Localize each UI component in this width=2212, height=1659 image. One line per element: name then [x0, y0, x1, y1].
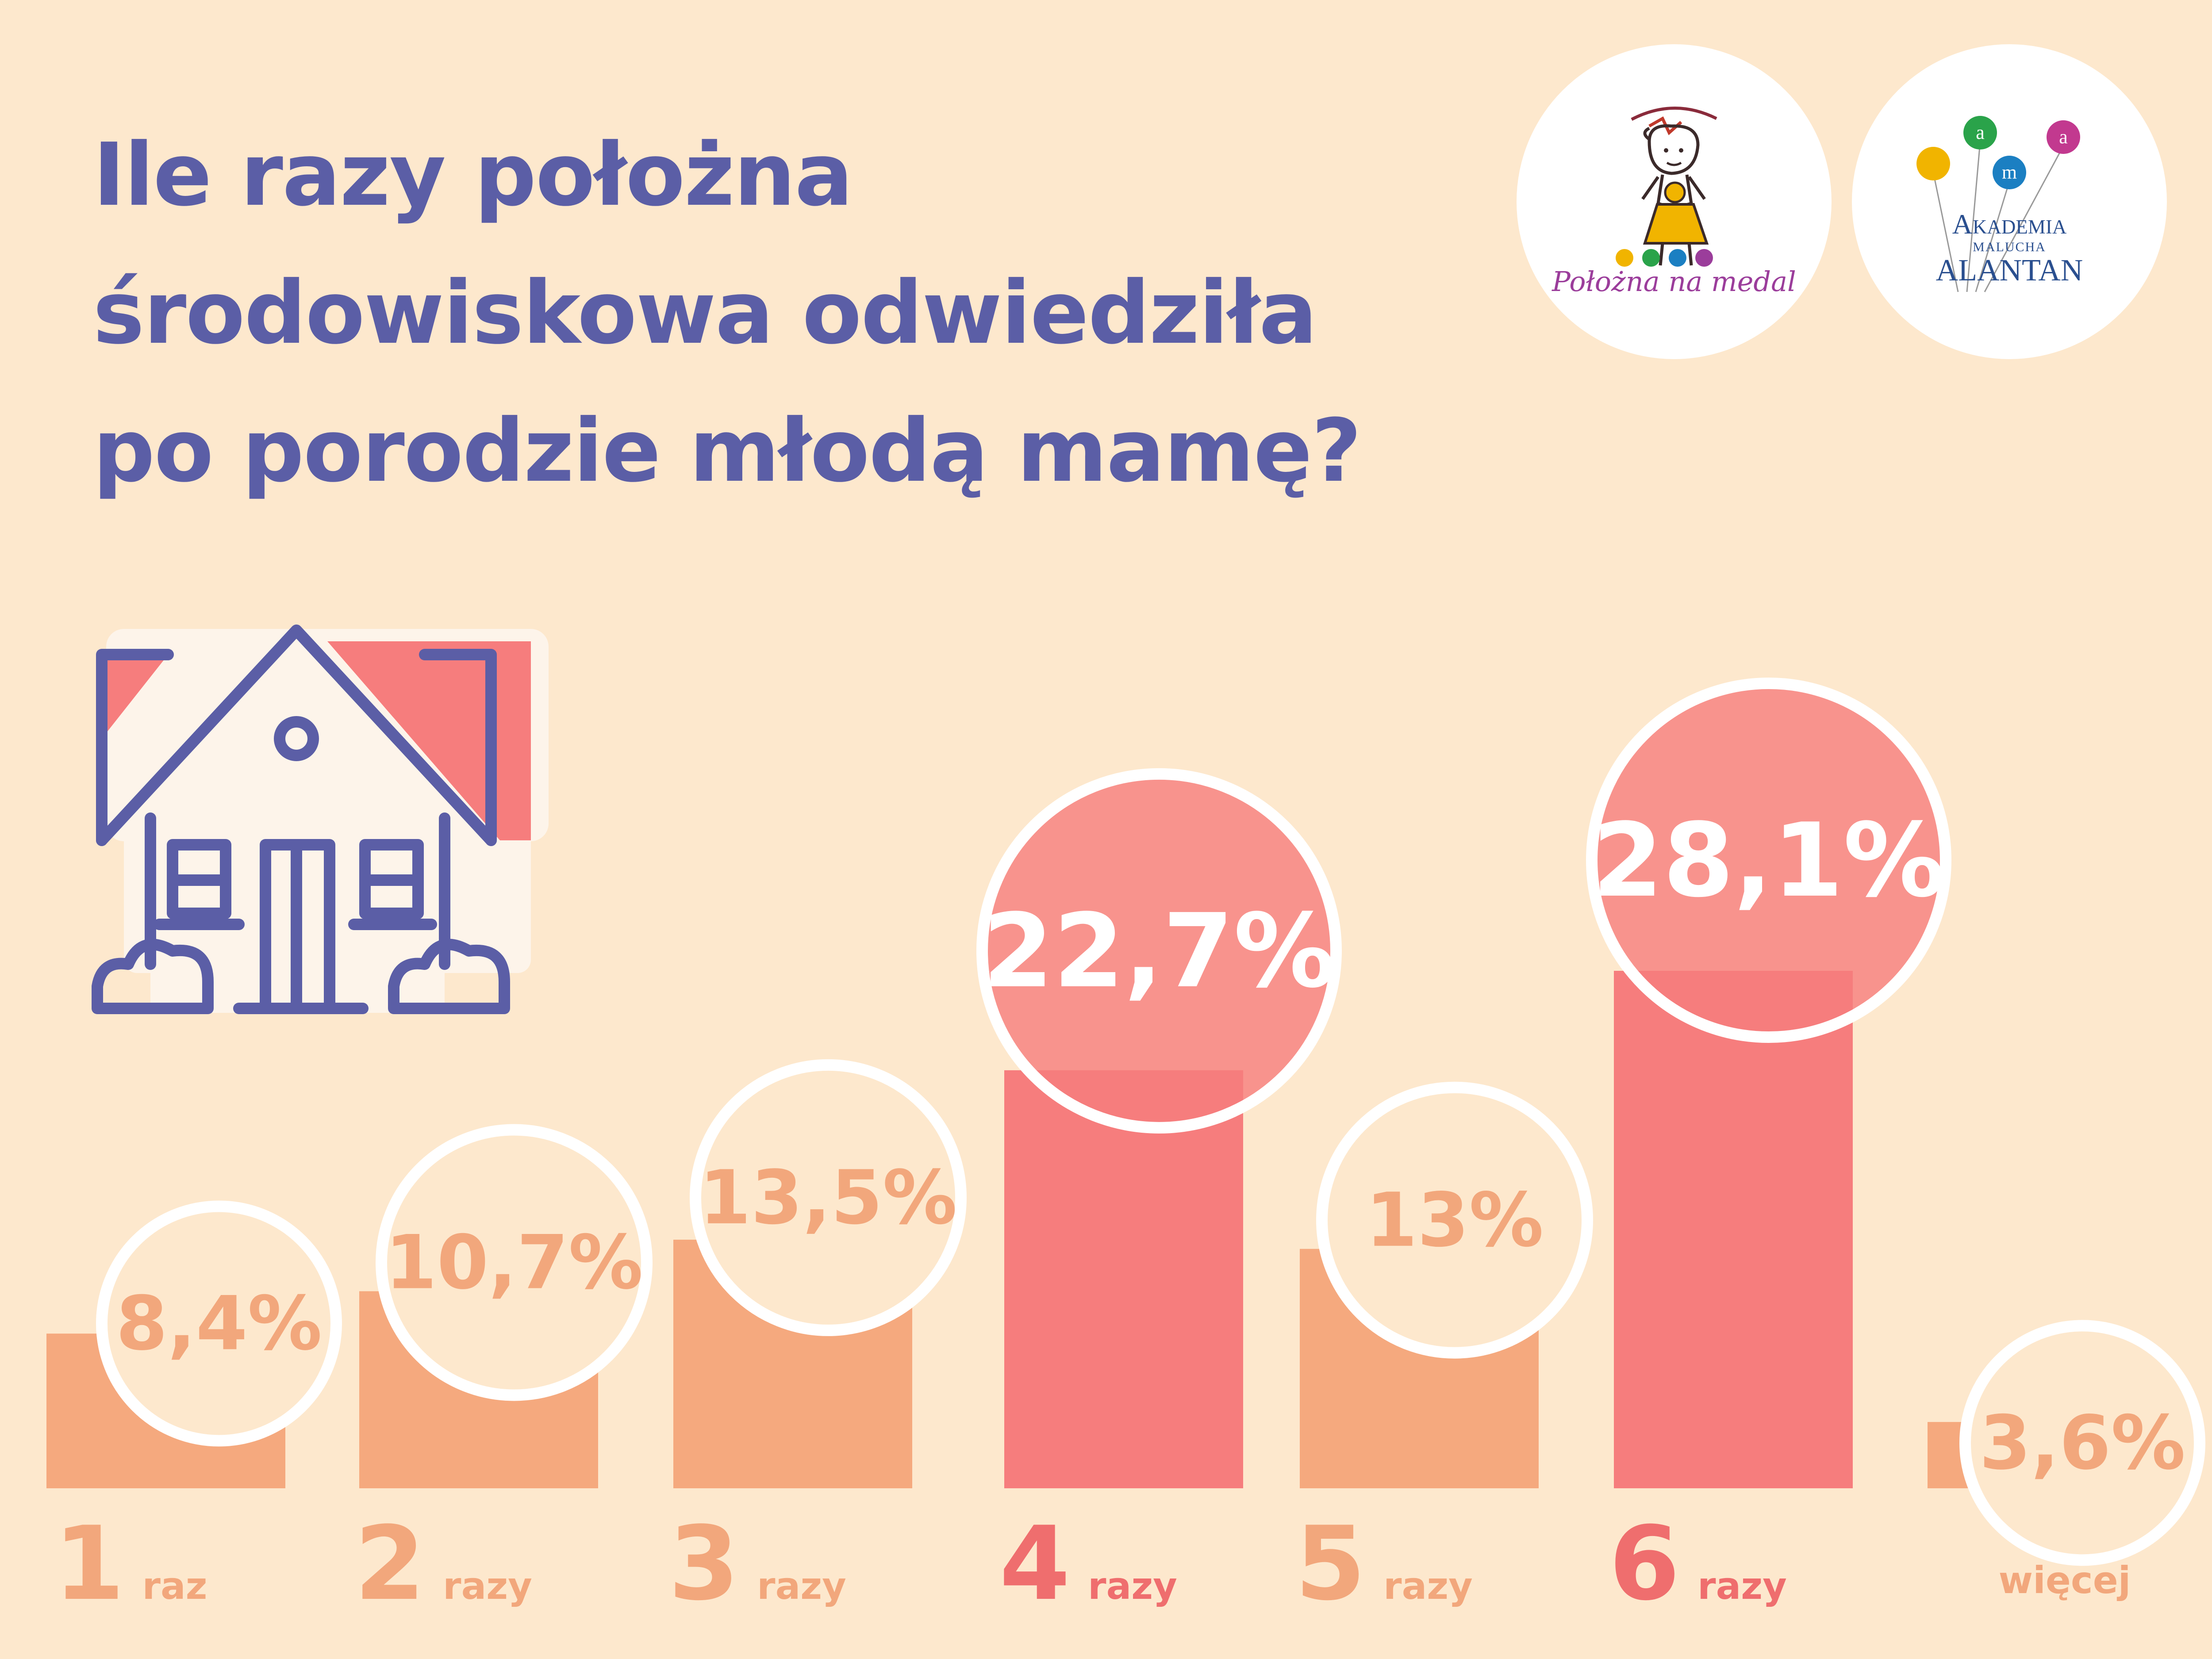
akademia-logo-line2: Malucha [1973, 240, 2046, 254]
data-label: 13% [1366, 1177, 1544, 1264]
title-line-3: po porodzie młodą mamę? [93, 401, 1362, 502]
polozna-logo-text: Położna na medal [1552, 265, 1796, 298]
category-number: 3 [668, 1505, 739, 1623]
category-number: 6 [1609, 1505, 1680, 1623]
data-label: 3,6% [1979, 1399, 2185, 1486]
category-unit: razy [1697, 1564, 1787, 1608]
category-number: 5 [1295, 1505, 1366, 1623]
category-label: 4 razy [999, 1505, 1177, 1623]
value-circle [690, 1059, 967, 1336]
balloon-letter: m [2002, 161, 2017, 183]
balloons-icon: a m a [1916, 116, 2080, 292]
category-unit: razy [757, 1564, 846, 1608]
value-circle [976, 768, 1342, 1134]
value-circle [1586, 678, 1951, 1043]
bar [1614, 971, 1853, 1488]
category-unit: raz [142, 1564, 207, 1608]
title-line-2: środowiskowa odwiedziła [93, 263, 1317, 364]
category-label: 5 razy [1295, 1505, 1473, 1623]
balloon-letter: a [1976, 122, 1985, 143]
data-label: 13,5% [699, 1154, 957, 1241]
page-title: Ile razy położna środowiskowa odwiedziła… [93, 106, 1597, 520]
akademia-logo-line1: Akademia [1952, 208, 2067, 240]
category-unit: razy [1383, 1564, 1473, 1608]
data-label: 8,4% [116, 1280, 322, 1367]
value-circle [1316, 1081, 1593, 1359]
category-label: 6 razy [1609, 1505, 1787, 1623]
logo-polozna-na-medal: Położna na medal [1517, 44, 1832, 359]
data-label: 10,7% [385, 1219, 643, 1306]
logo-akademia-malucha-alantan: a m a Akademia Malucha ALANTAN [1852, 44, 2167, 359]
value-circle [1959, 1320, 2205, 1566]
balloon-letter: a [2059, 126, 2068, 148]
midwife-logo-icon [1616, 107, 1717, 267]
category-label: więcej [1999, 1559, 2131, 1602]
value-circle [376, 1124, 653, 1401]
bar [1004, 1070, 1243, 1488]
title-line-1: Ile razy położna [93, 125, 853, 226]
category-label: 3 razy [668, 1505, 846, 1623]
category-unit: razy [443, 1564, 532, 1608]
category-label: 2 razy [354, 1505, 532, 1623]
house-icon [92, 625, 549, 1014]
data-label: 28,1% [1592, 802, 1945, 920]
value-circle [96, 1200, 342, 1447]
category-label: 1 raz [54, 1505, 207, 1623]
akademia-logo-line3: ALANTAN [1936, 253, 2083, 287]
category-number: 4 [999, 1505, 1070, 1623]
category-unit: razy [1088, 1564, 1177, 1608]
category-number: 2 [354, 1505, 425, 1623]
data-label: 22,7% [983, 893, 1336, 1011]
category-number: 1 [54, 1505, 124, 1623]
